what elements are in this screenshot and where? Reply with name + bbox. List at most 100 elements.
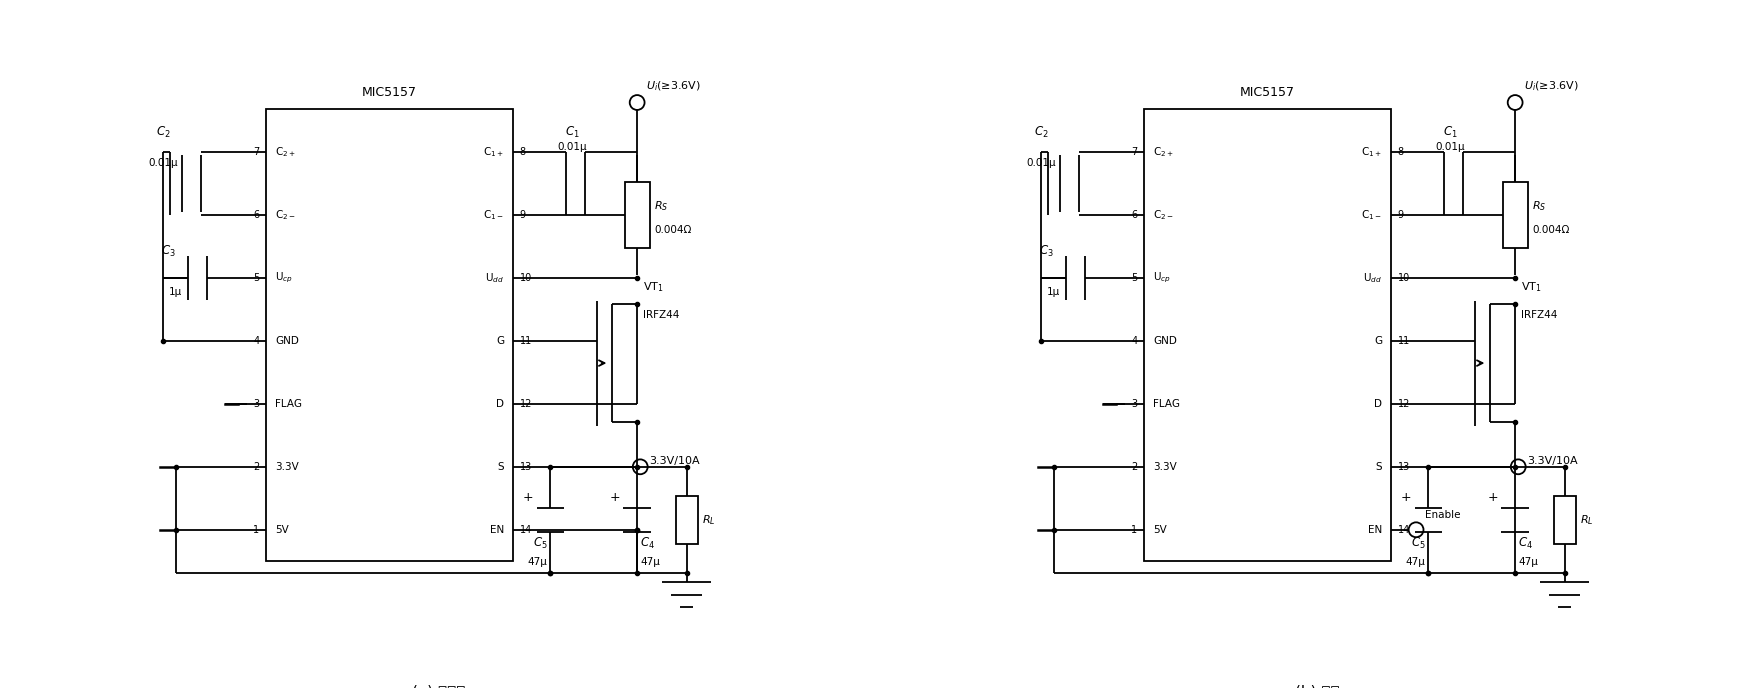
Text: C$_{1+}$: C$_{1+}$ xyxy=(1360,145,1381,159)
Text: 5: 5 xyxy=(1130,273,1137,283)
Text: C$_{1+}$: C$_{1+}$ xyxy=(483,145,504,159)
Text: 0.004Ω: 0.004Ω xyxy=(1532,226,1569,235)
Text: FLAG: FLAG xyxy=(276,399,302,409)
Text: +: + xyxy=(523,491,534,504)
Text: Enable: Enable xyxy=(1425,510,1460,520)
Text: C$_{2-}$: C$_{2-}$ xyxy=(276,208,295,222)
Text: $C_5$: $C_5$ xyxy=(532,535,548,550)
Text: $C_1$: $C_1$ xyxy=(1443,125,1457,140)
Text: 10: 10 xyxy=(1397,273,1409,283)
Text: 4: 4 xyxy=(1130,336,1137,346)
Text: C$_{1-}$: C$_{1-}$ xyxy=(483,208,504,222)
Text: S: S xyxy=(1374,462,1381,472)
Text: 5V: 5V xyxy=(1153,525,1165,535)
Text: $R_S$: $R_S$ xyxy=(655,199,669,213)
Text: VT$_1$: VT$_1$ xyxy=(1520,281,1541,294)
Bar xyxy=(265,109,512,561)
Text: 1: 1 xyxy=(253,525,260,535)
Text: 8: 8 xyxy=(519,147,525,157)
Text: $C_2$: $C_2$ xyxy=(1034,125,1048,140)
Text: EN: EN xyxy=(490,525,504,535)
Text: 1µ: 1µ xyxy=(1046,288,1060,297)
Text: 3: 3 xyxy=(253,399,260,409)
Text: 0.01µ: 0.01µ xyxy=(149,158,179,169)
Text: D: D xyxy=(1372,399,1381,409)
Text: 9: 9 xyxy=(1397,210,1402,220)
Bar xyxy=(1143,109,1390,561)
Text: 14: 14 xyxy=(519,525,532,535)
Text: 2: 2 xyxy=(253,462,260,472)
Text: (a) 不可控: (a) 不可控 xyxy=(412,685,465,688)
Text: 0.01µ: 0.01µ xyxy=(556,142,586,152)
Text: 1µ: 1µ xyxy=(168,288,183,297)
Text: U$_{cp}$: U$_{cp}$ xyxy=(276,271,293,285)
Text: 0.004Ω: 0.004Ω xyxy=(655,226,691,235)
Text: 11: 11 xyxy=(519,336,532,346)
Text: FLAG: FLAG xyxy=(1153,399,1179,409)
Text: 3.3V/10A: 3.3V/10A xyxy=(649,455,700,466)
Text: C$_{2+}$: C$_{2+}$ xyxy=(276,145,295,159)
Text: 13: 13 xyxy=(1397,462,1409,472)
Text: 6: 6 xyxy=(1130,210,1137,220)
Text: C$_{2+}$: C$_{2+}$ xyxy=(1153,145,1172,159)
Text: G: G xyxy=(1372,336,1381,346)
Text: U$_{dd}$: U$_{dd}$ xyxy=(484,271,504,285)
Text: 0.01µ: 0.01µ xyxy=(1434,142,1464,152)
Text: 3.3V/10A: 3.3V/10A xyxy=(1527,455,1578,466)
Text: $C_3$: $C_3$ xyxy=(1039,244,1053,259)
Text: IRFZ44: IRFZ44 xyxy=(1520,310,1557,320)
Text: 3.3V: 3.3V xyxy=(1153,462,1176,472)
Text: U$_{dd}$: U$_{dd}$ xyxy=(1362,271,1381,285)
Text: 47µ: 47µ xyxy=(1404,557,1425,567)
Text: 6: 6 xyxy=(253,210,260,220)
Text: GND: GND xyxy=(1153,336,1176,346)
Text: 47µ: 47µ xyxy=(641,557,660,567)
Text: $C_4$: $C_4$ xyxy=(641,535,655,550)
Text: $R_L$: $R_L$ xyxy=(1580,513,1594,527)
Text: VT$_1$: VT$_1$ xyxy=(642,281,663,294)
Text: 12: 12 xyxy=(519,399,532,409)
Text: $C_1$: $C_1$ xyxy=(565,125,579,140)
Text: 8: 8 xyxy=(1397,147,1402,157)
Text: G: G xyxy=(495,336,504,346)
Text: 2: 2 xyxy=(1130,462,1137,472)
Text: GND: GND xyxy=(276,336,298,346)
Text: 47µ: 47µ xyxy=(1518,557,1537,567)
Text: $U_i$(≥3.6V): $U_i$(≥3.6V) xyxy=(1523,80,1578,94)
Text: 13: 13 xyxy=(519,462,532,472)
Text: 3: 3 xyxy=(1130,399,1137,409)
Bar xyxy=(676,496,697,544)
Text: 0.01µ: 0.01µ xyxy=(1027,158,1057,169)
Text: 9: 9 xyxy=(519,210,525,220)
Text: 7: 7 xyxy=(1130,147,1137,157)
Text: IRFZ44: IRFZ44 xyxy=(642,310,679,320)
Text: 14: 14 xyxy=(1397,525,1409,535)
Text: $C_3$: $C_3$ xyxy=(161,244,176,259)
Text: 5V: 5V xyxy=(276,525,288,535)
Text: EN: EN xyxy=(1367,525,1381,535)
Text: 4: 4 xyxy=(253,336,260,346)
Text: +: + xyxy=(1486,491,1497,504)
Text: S: S xyxy=(497,462,504,472)
Text: +: + xyxy=(1400,491,1411,504)
Text: +: + xyxy=(609,491,620,504)
Text: 7: 7 xyxy=(253,147,260,157)
Text: 10: 10 xyxy=(519,273,532,283)
Text: 11: 11 xyxy=(1397,336,1409,346)
Bar xyxy=(1553,496,1574,544)
Text: 3.3V: 3.3V xyxy=(276,462,298,472)
Text: $C_5$: $C_5$ xyxy=(1409,535,1425,550)
Text: C$_{2-}$: C$_{2-}$ xyxy=(1153,208,1172,222)
Text: MIC5157: MIC5157 xyxy=(362,87,416,100)
Bar xyxy=(625,182,649,248)
Text: 5: 5 xyxy=(253,273,260,283)
Text: $C_4$: $C_4$ xyxy=(1518,535,1532,550)
Text: $R_S$: $R_S$ xyxy=(1532,199,1546,213)
Text: 47µ: 47µ xyxy=(526,557,548,567)
Text: C$_{1-}$: C$_{1-}$ xyxy=(1360,208,1381,222)
Text: $U_i$(≥3.6V): $U_i$(≥3.6V) xyxy=(646,80,700,94)
Text: U$_{cp}$: U$_{cp}$ xyxy=(1153,271,1171,285)
Text: 12: 12 xyxy=(1397,399,1409,409)
Text: D: D xyxy=(495,399,504,409)
Text: 1: 1 xyxy=(1130,525,1137,535)
